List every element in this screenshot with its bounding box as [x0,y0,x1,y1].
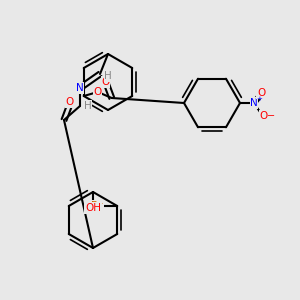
Text: −: − [267,111,275,121]
Text: O: O [66,97,74,107]
Text: O: O [257,88,265,98]
Text: N: N [76,83,84,93]
Text: H: H [104,71,112,81]
Text: Br: Br [92,201,103,211]
Text: H: H [84,101,92,111]
Text: OH: OH [85,203,101,213]
Text: +: + [256,96,262,102]
Text: O: O [94,87,102,97]
Text: O: O [102,77,110,87]
Text: O: O [260,111,268,121]
Text: N: N [250,98,258,108]
